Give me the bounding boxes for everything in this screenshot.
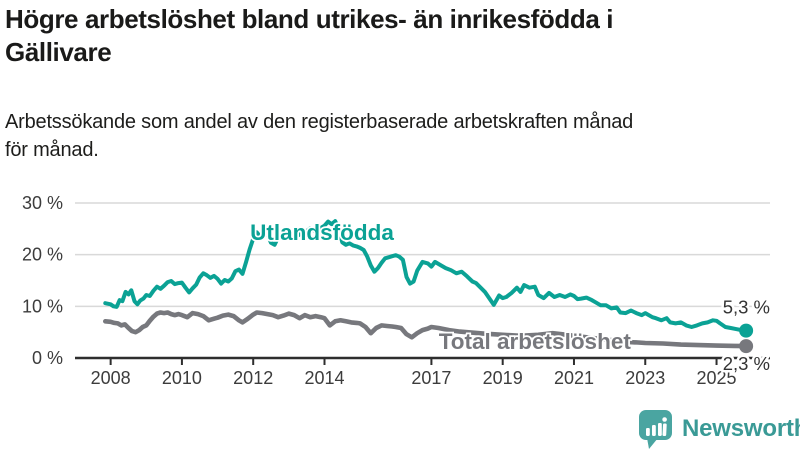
end-value-label-1: 2,3 % [723,353,770,374]
x-tick-label-2008: 2008 [91,368,131,388]
y-tick-label-20: 20 % [22,245,63,265]
y-tick-label-0: 0 % [32,348,63,368]
x-tick-label-2019: 2019 [483,368,523,388]
series-line-1 [103,310,749,349]
y-tick-label-30: 30 % [22,193,63,213]
x-tick-label-2017: 2017 [411,368,451,388]
x-tick-label-2010: 2010 [162,368,202,388]
y-tick-label-10: 10 % [22,296,63,316]
end-value-label-0: 5,3 % [723,297,770,318]
end-dot-0 [739,323,754,338]
series-line-0 [103,219,749,333]
x-tick-label-2021: 2021 [554,368,594,388]
chart-subtitle: Arbetssökande som andel av den registerb… [5,108,745,164]
end-dot-1 [739,339,754,354]
x-tick-label-2012: 2012 [233,368,273,388]
title-line-1: Högre arbetslöshet bland utrikes- än inr… [5,4,614,34]
newsworthy-bubble-chart-icon [639,410,672,449]
subtitle-line-1: Arbetssökande som andel av den registerb… [5,111,634,133]
series-label-0: Utlandsfödda [250,220,394,245]
page-title: Högre arbetslöshet bland utrikes- än inr… [5,3,765,69]
title-line-2: Gällivare [5,37,112,67]
series-label-1: Total arbetslöshet [439,329,632,354]
brand-wordmark: Newsworthy [682,415,800,442]
x-tick-label-2025: 2025 [697,368,737,388]
x-tick-label-2023: 2023 [625,368,665,388]
x-tick-label-2014: 2014 [304,368,344,388]
subtitle-line-2: för månad. [5,139,99,161]
newsworthy-logo: Newsworthy [638,409,800,449]
